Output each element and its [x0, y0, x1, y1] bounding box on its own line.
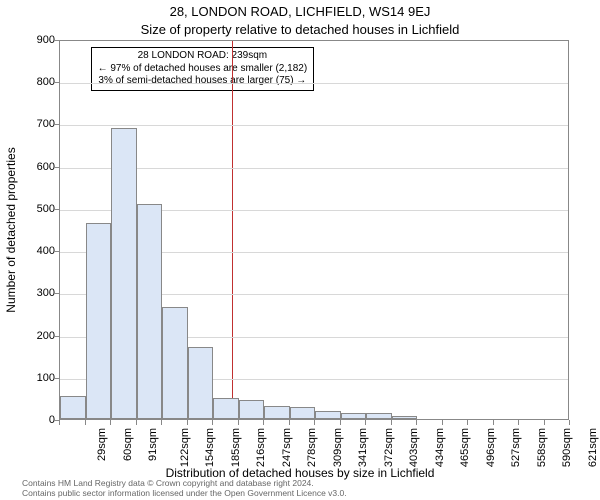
x-tick-mark [85, 420, 86, 425]
x-tick-label: 341sqm [357, 428, 369, 467]
x-tick-mark [136, 420, 137, 425]
y-tick-mark [54, 82, 59, 83]
x-tick-label: 278sqm [306, 428, 318, 467]
histogram-bar [60, 396, 86, 419]
x-tick-label: 154sqm [204, 428, 216, 467]
x-tick-label: 247sqm [281, 428, 293, 467]
y-tick-label: 700 [15, 118, 55, 130]
x-tick-mark [544, 420, 545, 425]
y-tick-label: 800 [15, 76, 55, 88]
y-tick-label: 500 [15, 203, 55, 215]
x-tick-label: 434sqm [434, 428, 446, 467]
gridline [60, 83, 568, 84]
x-tick-mark [340, 420, 341, 425]
y-tick-mark [54, 40, 59, 41]
footer-text: Contains HM Land Registry data © Crown c… [22, 479, 578, 499]
x-tick-label: 590sqm [561, 428, 573, 467]
x-tick-label: 403sqm [408, 428, 420, 467]
histogram-bar [315, 411, 341, 419]
y-tick-label: 200 [15, 330, 55, 342]
histogram-bar [162, 307, 188, 419]
x-tick-mark [238, 420, 239, 425]
y-tick-mark [54, 378, 59, 379]
x-tick-label: 372sqm [383, 428, 395, 467]
histogram-bar [392, 416, 418, 419]
footer-line-2: Contains public sector information licen… [22, 489, 578, 499]
x-tick-mark [467, 420, 468, 425]
x-tick-label: 29sqm [96, 428, 108, 461]
histogram-bar [213, 398, 239, 419]
y-tick-label: 0 [15, 414, 55, 426]
x-tick-mark [569, 420, 570, 425]
x-tick-label: 216sqm [255, 428, 267, 467]
histogram-bar [111, 128, 137, 419]
y-tick-label: 600 [15, 161, 55, 173]
x-tick-label: 621sqm [587, 428, 599, 467]
x-tick-label: 496sqm [485, 428, 497, 467]
x-tick-mark [212, 420, 213, 425]
histogram-bar [341, 413, 367, 419]
x-tick-mark [110, 420, 111, 425]
y-tick-label: 300 [15, 287, 55, 299]
x-tick-mark [187, 420, 188, 425]
x-tick-mark [442, 420, 443, 425]
x-tick-mark [518, 420, 519, 425]
x-tick-mark [263, 420, 264, 425]
annotation-line: 3% of semi-detached houses are larger (7… [98, 75, 308, 88]
plot-area: 28 LONDON ROAD: 239sqm← 97% of detached … [59, 40, 569, 420]
marker-line [232, 41, 233, 419]
x-tick-mark [493, 420, 494, 425]
histogram-bar [86, 223, 112, 419]
page-title: 28, LONDON ROAD, LICHFIELD, WS14 9EJ [0, 4, 600, 19]
gridline [60, 125, 568, 126]
histogram-bar [264, 406, 290, 419]
x-tick-mark [416, 420, 417, 425]
histogram-bar [239, 400, 265, 419]
histogram-bar [366, 413, 392, 419]
x-tick-label: 91sqm [147, 428, 159, 461]
y-tick-mark [54, 336, 59, 337]
y-tick-label: 100 [15, 372, 55, 384]
x-tick-mark [161, 420, 162, 425]
y-tick-mark [54, 251, 59, 252]
x-tick-label: 185sqm [230, 428, 242, 467]
y-tick-label: 400 [15, 245, 55, 257]
histogram-bar [188, 347, 214, 419]
x-tick-mark [289, 420, 290, 425]
x-tick-mark [391, 420, 392, 425]
x-tick-mark [365, 420, 366, 425]
page-subtitle: Size of property relative to detached ho… [0, 22, 600, 37]
x-tick-label: 527sqm [510, 428, 522, 467]
chart-container: 28, LONDON ROAD, LICHFIELD, WS14 9EJ Siz… [0, 0, 600, 500]
annotation-line: 28 LONDON ROAD: 239sqm [98, 50, 308, 63]
x-tick-mark [314, 420, 315, 425]
histogram-bar [137, 204, 163, 419]
x-tick-mark [59, 420, 60, 425]
histogram-bar [290, 407, 316, 419]
annotation-line: ← 97% of detached houses are smaller (2,… [98, 63, 308, 76]
x-tick-label: 60sqm [122, 428, 134, 461]
y-tick-mark [54, 209, 59, 210]
y-tick-label: 900 [15, 34, 55, 46]
y-tick-mark [54, 293, 59, 294]
x-tick-label: 558sqm [536, 428, 548, 467]
y-tick-mark [54, 124, 59, 125]
x-tick-label: 309sqm [332, 428, 344, 467]
y-tick-mark [54, 167, 59, 168]
x-tick-label: 465sqm [459, 428, 471, 467]
x-tick-label: 122sqm [179, 428, 191, 467]
